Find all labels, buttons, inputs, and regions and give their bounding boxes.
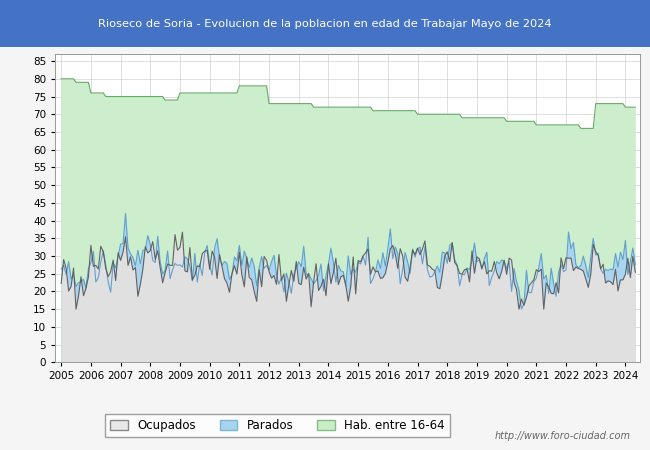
Legend: Ocupados, Parados, Hab. entre 16-64: Ocupados, Parados, Hab. entre 16-64 xyxy=(105,414,450,437)
Text: http://www.foro-ciudad.com: http://www.foro-ciudad.com xyxy=(495,431,630,441)
Text: Rioseco de Soria - Evolucion de la poblacion en edad de Trabajar Mayo de 2024: Rioseco de Soria - Evolucion de la pobla… xyxy=(98,18,552,29)
